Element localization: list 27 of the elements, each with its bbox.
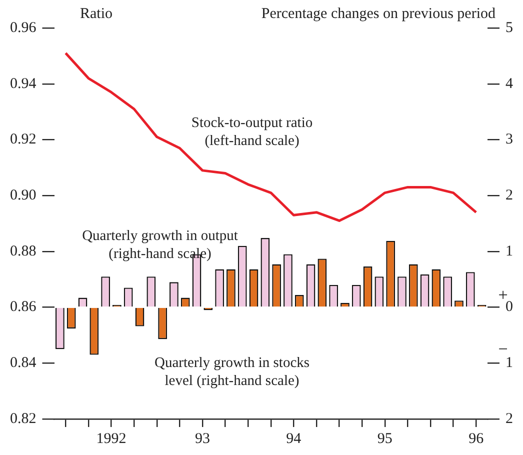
x-tick-label: 96 bbox=[468, 430, 484, 447]
y2-tick-label: 1 bbox=[506, 243, 513, 260]
x-tick-label: 1992 bbox=[96, 430, 126, 447]
series-label: Stock-to-output ratio (left-hand scale) bbox=[191, 114, 313, 149]
x-tick-label: 95 bbox=[377, 430, 392, 447]
y-tick-label: 0.92 bbox=[10, 132, 36, 148]
y-tick-label: 0.90 bbox=[10, 188, 36, 204]
x-tick-label: 93 bbox=[194, 430, 210, 447]
series-label: Quarterly growth in stocks level (right-hand scale) bbox=[154, 354, 310, 389]
y2-tick-label: 4 bbox=[506, 76, 514, 92]
y2-tick-label: 2 bbox=[506, 410, 513, 427]
y2-tick-label: 3 bbox=[506, 132, 513, 148]
y-tick-label: 0.88 bbox=[10, 243, 36, 260]
y-tick-label: 0.84 bbox=[10, 355, 37, 372]
y2-tick-label: 0 bbox=[506, 299, 513, 316]
y2-axis-title: Percentage changes on previous period bbox=[261, 6, 496, 22]
y2-tick-label: 2 bbox=[506, 188, 513, 204]
y-tick-label: 0.94 bbox=[10, 76, 37, 92]
x-tick-label: 94 bbox=[286, 430, 302, 447]
y-axis-title: Ratio bbox=[80, 6, 112, 22]
y-tick-label: 0.86 bbox=[10, 299, 37, 316]
y2-tick-label: 5 bbox=[506, 20, 513, 36]
y2-tick-label: 1 bbox=[506, 355, 513, 372]
y-tick-label: 0.82 bbox=[10, 410, 36, 427]
y-tick-label: 0.96 bbox=[10, 20, 37, 36]
text: − bbox=[498, 339, 508, 358]
series-label: Quarterly growth in output (right-hand scale) bbox=[82, 228, 238, 262]
